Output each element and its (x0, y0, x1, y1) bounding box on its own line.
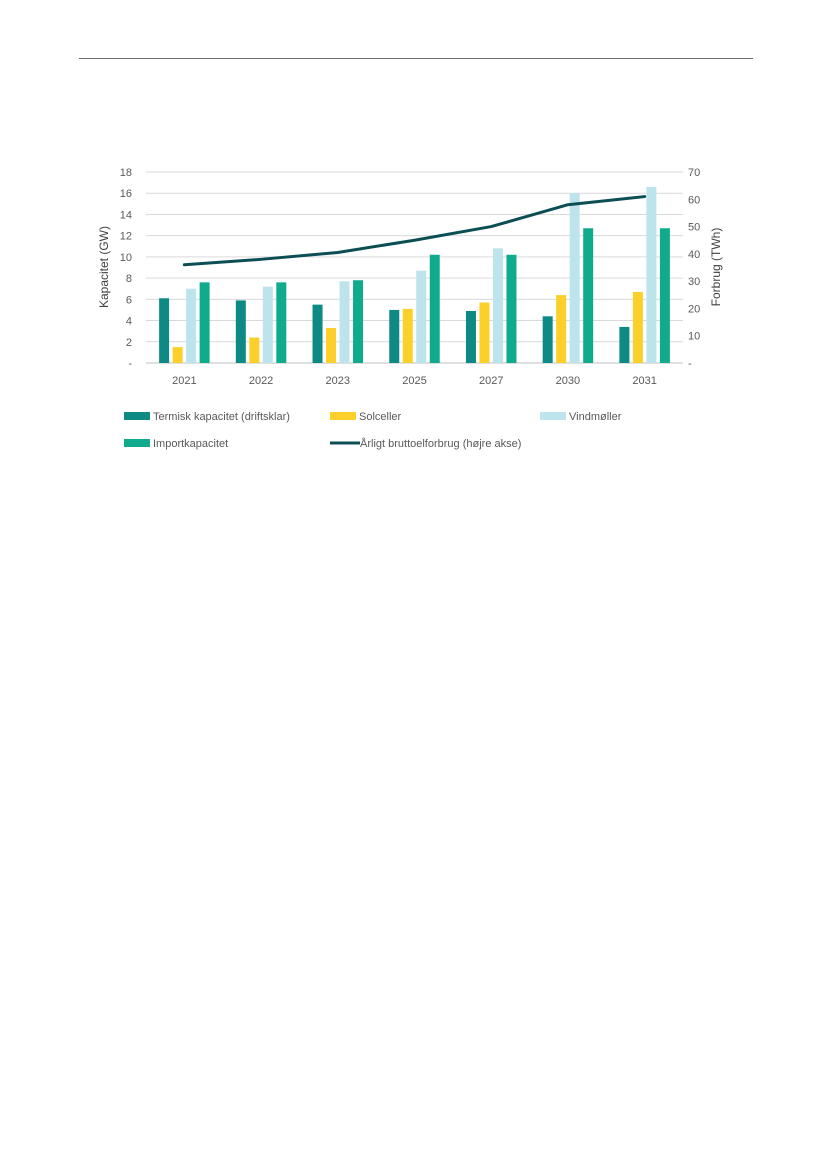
left-tick-label: 4 (126, 316, 132, 328)
bar (416, 270, 427, 363)
bar (199, 282, 210, 363)
bar (632, 291, 643, 363)
left-axis-title: Kapacitet (GW) (97, 226, 111, 308)
left-tick-label: 12 (120, 231, 132, 243)
legend-label: Årligt bruttoelforbrug (højre akse) (360, 437, 521, 450)
left-tick-label: 8 (126, 273, 132, 285)
bar (506, 254, 517, 363)
bar (619, 326, 630, 363)
bar (276, 282, 287, 363)
legend-label: Termisk kapacitet (driftsklar) (153, 411, 290, 423)
right-tick-label: 60 (688, 194, 700, 206)
left-tick-label: 16 (120, 188, 132, 200)
x-tick-label: 2031 (632, 375, 656, 387)
x-tick-label: 2025 (402, 375, 426, 387)
bar (353, 280, 364, 363)
legend-swatch (540, 412, 566, 420)
x-axis-ticks: 2021 2022 2023 2025 2027 2030 2031 (172, 375, 657, 387)
x-tick-label: 2023 (326, 375, 350, 387)
legend-swatch (330, 412, 356, 420)
bar (569, 193, 580, 363)
right-axis-ticks: - 10 20 30 40 50 60 70 (688, 167, 700, 370)
x-tick-label: 2022 (249, 375, 273, 387)
bar (262, 286, 273, 363)
left-tick-label: - (128, 358, 132, 370)
bar (492, 248, 503, 363)
x-tick-label: 2027 (479, 375, 503, 387)
bar (479, 302, 490, 363)
bar (172, 347, 183, 363)
bar (583, 228, 594, 363)
left-axis-ticks: - 2 4 6 8 10 12 14 16 18 (120, 167, 133, 370)
bar (326, 327, 337, 363)
left-tick-label: 6 (126, 294, 132, 306)
bar (556, 295, 567, 363)
bar (235, 300, 246, 363)
right-tick-label: 20 (688, 303, 700, 315)
right-tick-label: 50 (688, 222, 700, 234)
consumption-line (182, 195, 647, 267)
right-axis-title: Forbrug (TWh) (709, 228, 723, 307)
bar (465, 311, 476, 363)
legend-swatch (124, 439, 150, 447)
legend-label: Solceller (359, 411, 402, 423)
right-tick-label: 40 (688, 249, 700, 261)
bar (429, 254, 440, 363)
legend-label: Importkapacitet (153, 438, 228, 450)
x-tick-label: 2021 (172, 375, 196, 387)
right-tick-label: - (688, 358, 692, 370)
bar (186, 288, 197, 363)
legend: Termisk kapacitet (driftsklar) Solceller V… (124, 411, 622, 450)
left-tick-label: 14 (120, 209, 132, 221)
right-tick-label: 10 (688, 331, 700, 343)
bar (402, 308, 413, 363)
x-tick-label: 2030 (556, 375, 580, 387)
consumption-line-group (182, 195, 647, 267)
legend-label: Vindmøller (569, 411, 622, 423)
left-tick-label: 2 (126, 337, 132, 349)
left-tick-label: 18 (120, 167, 132, 179)
bars (159, 186, 670, 363)
header-rule (79, 58, 753, 59)
bar (646, 186, 657, 363)
bar (542, 316, 553, 363)
bar (249, 337, 260, 363)
bar (159, 298, 170, 363)
left-tick-label: 10 (120, 252, 132, 264)
bar (659, 228, 670, 363)
legend-swatch (124, 412, 150, 420)
bar (389, 309, 400, 363)
right-tick-label: 70 (688, 167, 700, 179)
bar (312, 304, 323, 363)
right-tick-label: 30 (688, 276, 700, 288)
gridlines (146, 171, 683, 364)
bar (339, 281, 350, 363)
